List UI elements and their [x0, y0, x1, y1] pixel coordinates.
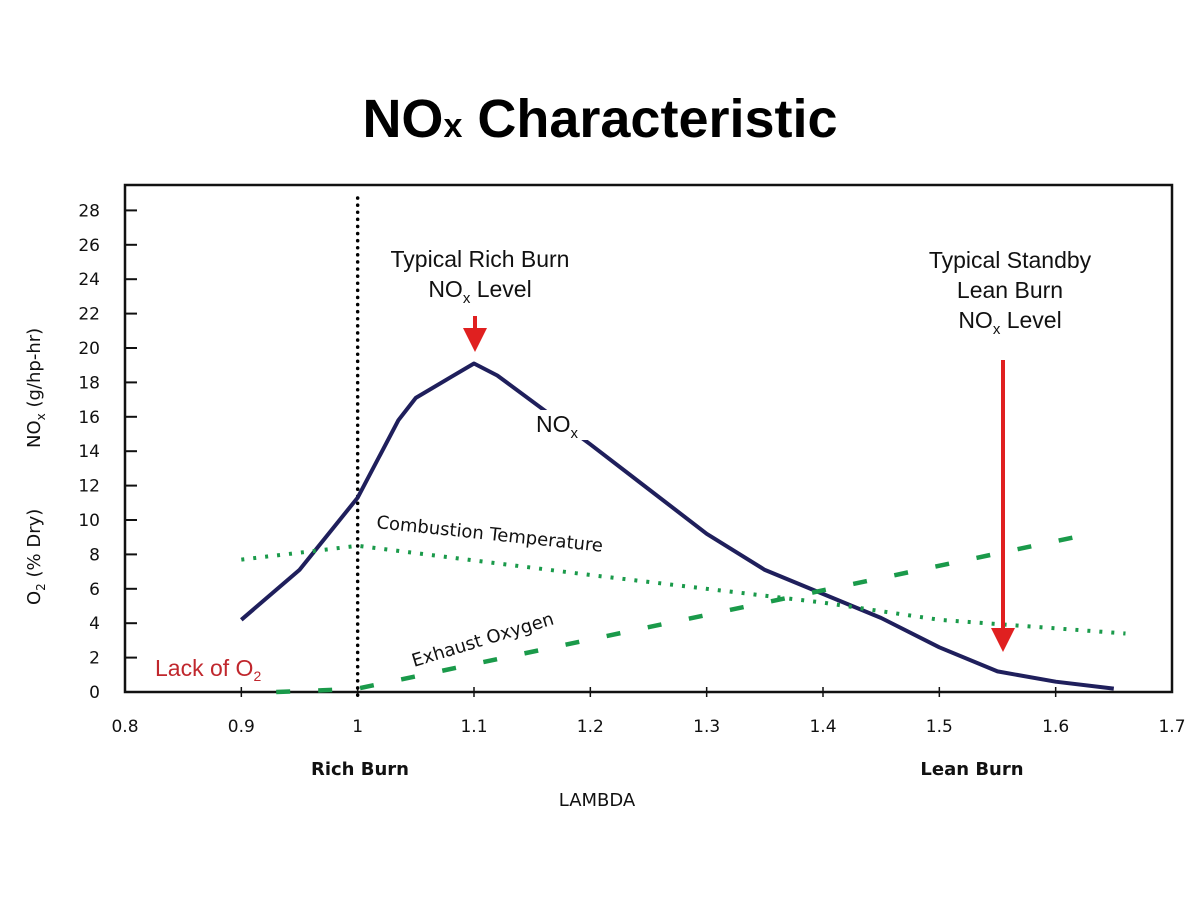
y-tick-label: 28 — [78, 201, 100, 221]
lean-burn-level-line2: Lean Burn — [957, 277, 1063, 303]
rich-burn-label: Rich Burn — [311, 759, 409, 780]
y-tick-label: 8 — [89, 545, 100, 565]
x-tick-label: 0.8 — [111, 717, 138, 737]
y-tick-label: 18 — [78, 373, 100, 393]
lean-burn-level-line1: Typical Standby — [929, 247, 1092, 273]
nox-label-bg — [530, 410, 598, 440]
y-tick-label: 14 — [78, 442, 100, 462]
x-axis: 0.8 0.9 1 1.1 1.2 1.3 1.4 1.5 1.6 1.7 — [111, 687, 1186, 737]
y-tick-label: 20 — [78, 339, 100, 359]
x-tick-label: 1.2 — [577, 717, 604, 737]
y-tick-label: 0 — [89, 683, 100, 703]
x-tick-label: 1.1 — [460, 717, 487, 737]
rich-burn-level-line1: Typical Rich Burn — [391, 246, 570, 272]
x-tick-label: 1.5 — [926, 717, 953, 737]
lack-of-o2-label: Lack of O2 — [155, 655, 261, 684]
y-tick-label: 16 — [78, 408, 100, 428]
y-tick-label: 24 — [78, 270, 100, 290]
nox-series-label: NOx — [536, 411, 579, 442]
x-axis-label: LAMBDA — [559, 790, 636, 811]
y-tick-label: 12 — [78, 477, 100, 497]
x-tick-label: 1.6 — [1042, 717, 1069, 737]
x-tick-label: 1.4 — [809, 717, 836, 737]
x-tick-label: 1.7 — [1158, 717, 1185, 737]
lean-burn-level-line3: NOx Level — [958, 307, 1061, 338]
exhaust-oxygen-label: Exhaust Oxygen — [409, 609, 556, 672]
y-tick-label: 10 — [78, 511, 100, 531]
plot-area-frame — [123, 183, 1174, 694]
series-combustion-temperature-line — [241, 543, 1126, 636]
x-tick-label: 1.3 — [693, 717, 720, 737]
y-tick-label: 4 — [89, 614, 100, 634]
series-nox-line — [239, 361, 1115, 691]
y-axis-label-o2: O2 (% Dry) — [24, 509, 48, 605]
rich-burn-level-line2: NOx Level — [428, 276, 531, 307]
x-tick-label: 0.9 — [228, 717, 255, 737]
combustion-temperature-label: Combustion Temperature — [375, 512, 604, 557]
y-tick-label: 6 — [89, 580, 100, 600]
series-group — [239, 361, 1126, 695]
series-exhaust-oxygen-line — [276, 531, 1092, 695]
lean-burn-label: Lean Burn — [920, 759, 1023, 780]
x-tick-label: 1 — [352, 717, 363, 737]
y-tick-label: 26 — [78, 236, 100, 256]
y-tick-label: 2 — [89, 649, 100, 669]
chart-title: NOx Characteristic — [362, 89, 837, 149]
y-axis-label-nox: NOx (g/hp-hr) — [24, 328, 48, 448]
y-tick-label: 22 — [78, 305, 100, 325]
